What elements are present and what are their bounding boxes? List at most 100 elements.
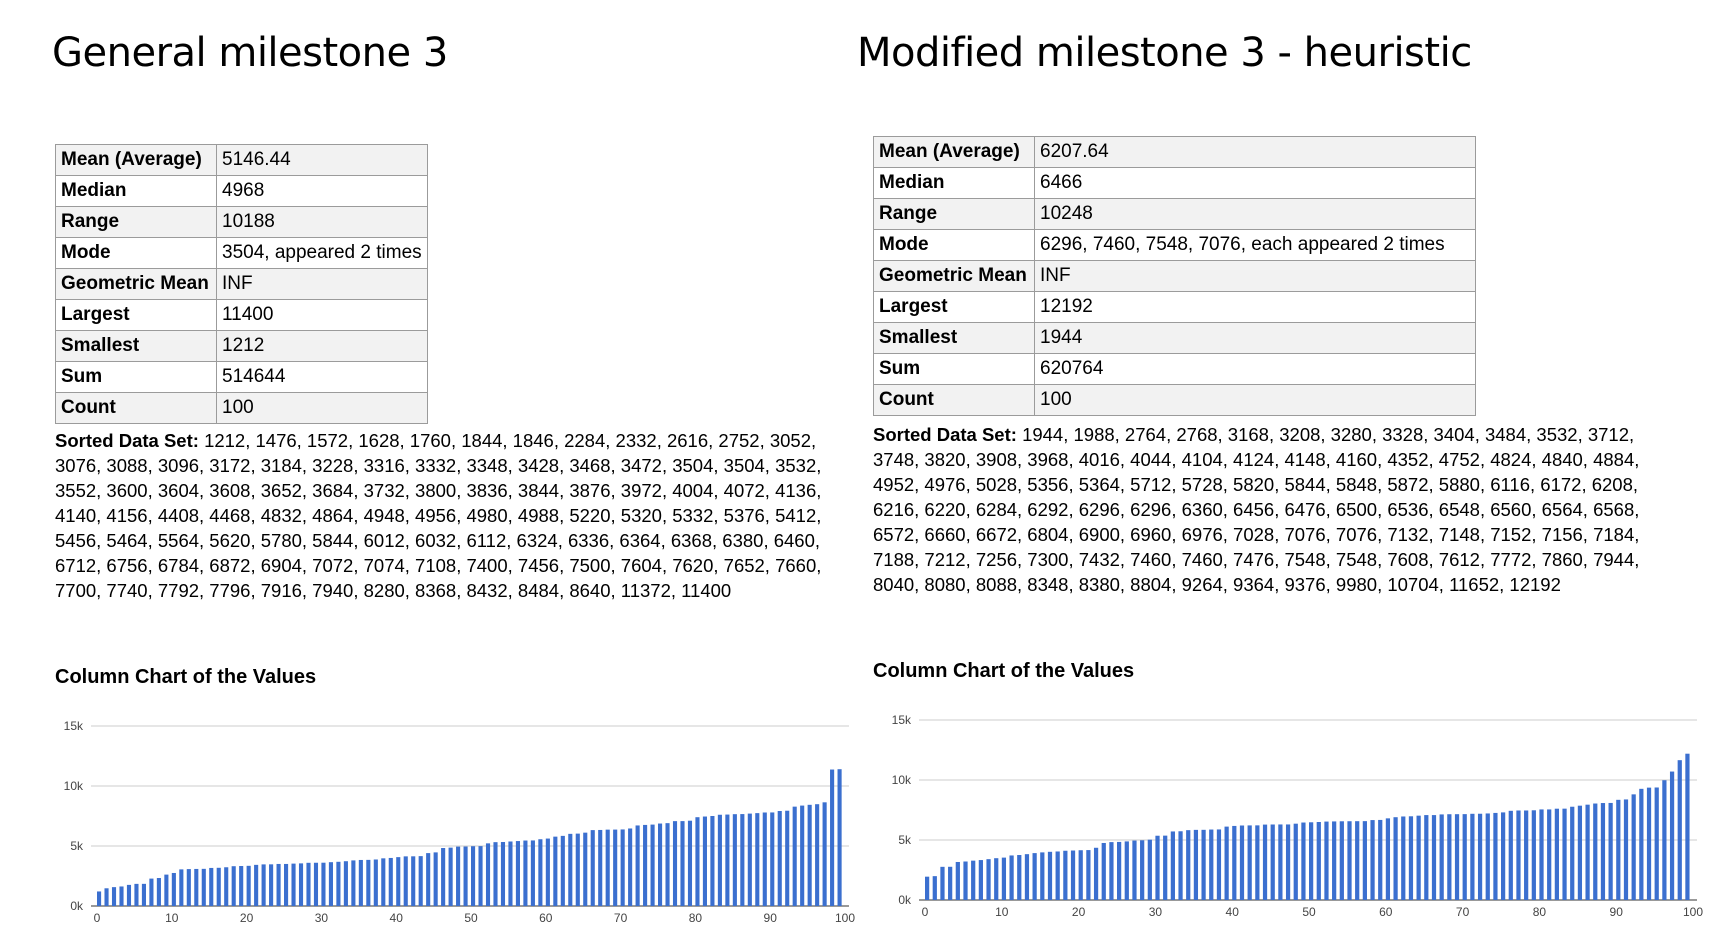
bar	[1032, 853, 1037, 900]
bar	[583, 832, 588, 906]
bar	[590, 830, 595, 906]
bar	[1216, 829, 1222, 900]
bar	[1577, 805, 1583, 900]
bar	[1316, 822, 1321, 900]
x-tick-label: 40	[1226, 905, 1240, 919]
stats-row-sum: Sum 514644	[55, 361, 428, 393]
bar	[1539, 809, 1544, 900]
bar	[986, 859, 991, 900]
bar	[1332, 821, 1337, 900]
bar	[1416, 815, 1421, 900]
bar	[1585, 804, 1590, 900]
bar	[800, 805, 805, 906]
bar	[1355, 821, 1360, 900]
stat-label: Median	[873, 167, 1035, 199]
bar	[740, 814, 745, 906]
stats-row-median: Median 4968	[55, 175, 428, 207]
bar	[955, 861, 960, 900]
bar	[478, 846, 483, 906]
bar	[695, 817, 700, 906]
bar	[515, 841, 520, 906]
stat-value: 100	[1034, 384, 1476, 416]
bar	[269, 864, 274, 906]
bar	[1454, 814, 1460, 900]
bar	[1247, 825, 1252, 900]
bar	[426, 853, 431, 906]
bar	[770, 812, 775, 906]
stats-row-count: Count 100	[55, 392, 428, 424]
stat-value: 6207.64	[1034, 136, 1476, 168]
bar	[1070, 850, 1076, 900]
bar	[1508, 810, 1513, 900]
x-tick-label: 60	[1379, 905, 1393, 919]
chart-title: Column Chart of the Values	[55, 666, 317, 688]
bar	[1040, 852, 1045, 900]
bar	[1631, 794, 1636, 900]
stat-label: Count	[55, 392, 217, 424]
bar	[628, 828, 633, 906]
bar	[792, 806, 797, 906]
bar	[830, 769, 835, 906]
bar	[1078, 850, 1083, 900]
bar	[1600, 803, 1606, 900]
bar	[732, 814, 737, 906]
bar	[1531, 810, 1536, 900]
bar	[1554, 808, 1559, 900]
y-tick-label: 5k	[898, 833, 912, 847]
y-tick-label: 15k	[892, 713, 912, 727]
bar	[963, 861, 968, 900]
y-tick-label: 10k	[64, 779, 84, 793]
bar	[1055, 851, 1060, 900]
stats-row-mode: Mode 6296, 7460, 7548, 7076, each appeare…	[873, 229, 1476, 261]
stat-label: Range	[55, 206, 217, 238]
bar	[1646, 787, 1652, 900]
stat-label: Smallest	[55, 330, 217, 362]
stats-row-range: Range 10188	[55, 206, 428, 238]
bar	[351, 860, 356, 906]
bar	[971, 860, 976, 900]
stat-label: Mode	[55, 237, 217, 269]
bar	[1462, 814, 1467, 900]
stats-row-count: Count 100	[873, 384, 1476, 416]
bar	[672, 821, 678, 906]
bar	[463, 846, 468, 906]
stats-row-largest: Largest 11400	[55, 299, 428, 331]
stat-value: 5146.44	[216, 144, 428, 176]
x-tick-label: 10	[165, 911, 179, 925]
bar	[762, 812, 767, 906]
bar	[1186, 830, 1191, 900]
x-tick-label: 70	[614, 911, 628, 925]
bar	[1209, 829, 1214, 900]
bar	[1201, 829, 1206, 900]
page-title: General milestone 3	[52, 30, 448, 76]
bar	[747, 813, 752, 906]
bar	[336, 861, 341, 906]
bar	[1270, 824, 1275, 900]
bar	[1017, 855, 1022, 900]
stat-label: Mode	[873, 229, 1035, 261]
stats-row-largest: Largest 12192	[873, 291, 1476, 323]
bar	[1009, 855, 1014, 900]
bar	[822, 802, 827, 906]
bar	[261, 864, 266, 906]
bar	[1570, 806, 1575, 900]
bar	[815, 804, 820, 906]
bar	[306, 862, 311, 906]
bar	[1132, 840, 1137, 900]
y-tick-label: 10k	[892, 773, 912, 787]
stats-row-mean: Mean (Average) 6207.64	[873, 136, 1476, 168]
bar	[530, 840, 535, 906]
bar	[1324, 821, 1329, 900]
bar	[231, 866, 236, 906]
bar	[1309, 822, 1314, 900]
y-tick-label: 0k	[70, 899, 84, 913]
x-tick-label: 60	[539, 911, 553, 925]
bar	[201, 868, 206, 906]
stat-value: 6466	[1034, 167, 1476, 199]
bar	[1163, 835, 1168, 900]
stat-value: 4968	[216, 175, 428, 207]
bar	[1477, 813, 1483, 900]
bar	[186, 869, 191, 906]
x-tick-label: 50	[464, 911, 478, 925]
bar	[126, 884, 132, 906]
